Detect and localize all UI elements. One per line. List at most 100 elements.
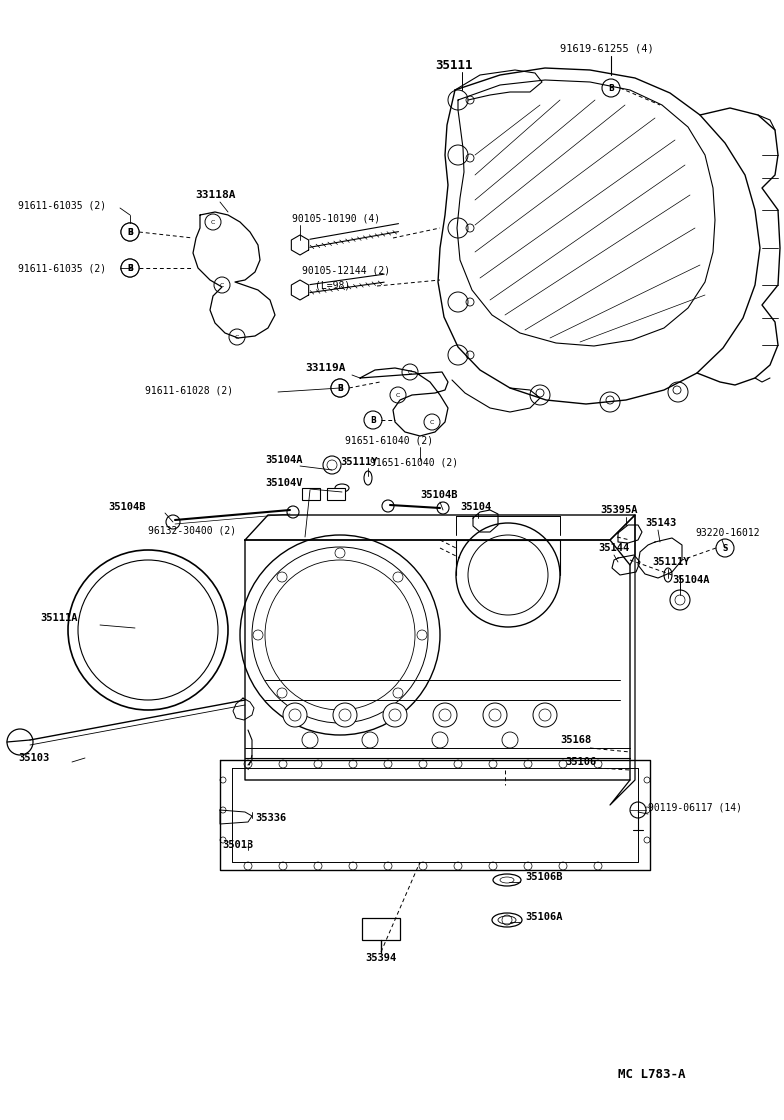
Circle shape — [424, 414, 440, 430]
Circle shape — [456, 523, 560, 627]
Text: C: C — [408, 370, 412, 374]
Text: 33118A: 33118A — [195, 190, 235, 200]
Text: B: B — [337, 383, 343, 392]
Circle shape — [448, 292, 468, 312]
Text: C: C — [396, 392, 400, 398]
Text: C: C — [235, 335, 239, 339]
Text: MC L783-A: MC L783-A — [618, 1068, 685, 1082]
Circle shape — [382, 500, 394, 512]
Circle shape — [68, 550, 228, 710]
Circle shape — [240, 535, 440, 735]
Text: 91619-61255 (4): 91619-61255 (4) — [560, 43, 654, 53]
Circle shape — [448, 144, 468, 165]
Circle shape — [530, 385, 550, 405]
FancyBboxPatch shape — [362, 918, 400, 940]
Circle shape — [121, 223, 139, 241]
Text: 35394: 35394 — [365, 953, 396, 963]
Text: 35103: 35103 — [18, 753, 49, 763]
Text: 93220-16012: 93220-16012 — [695, 528, 760, 538]
Text: 96132-30400 (2): 96132-30400 (2) — [148, 525, 236, 535]
Circle shape — [214, 277, 230, 293]
Text: 33119A: 33119A — [305, 363, 346, 373]
Text: 35104A: 35104A — [265, 455, 303, 465]
Circle shape — [502, 732, 518, 748]
Text: B: B — [608, 84, 614, 93]
Circle shape — [630, 802, 646, 818]
Text: 91611-61035 (2): 91611-61035 (2) — [18, 263, 106, 273]
Text: B: B — [127, 263, 132, 272]
Circle shape — [121, 259, 139, 277]
Circle shape — [468, 535, 548, 615]
Circle shape — [602, 80, 620, 97]
Circle shape — [302, 732, 318, 748]
Circle shape — [78, 560, 218, 700]
Text: 35111Y: 35111Y — [652, 557, 689, 567]
Circle shape — [670, 590, 690, 610]
Text: 91611-61028 (2): 91611-61028 (2) — [145, 385, 233, 395]
Circle shape — [252, 547, 428, 724]
Circle shape — [121, 223, 139, 241]
Text: 91611-61035 (2): 91611-61035 (2) — [18, 200, 106, 211]
Circle shape — [448, 218, 468, 239]
Text: B: B — [127, 263, 132, 272]
Text: B: B — [127, 227, 132, 236]
Circle shape — [448, 345, 468, 365]
Text: 35104B: 35104B — [108, 502, 146, 512]
Text: C: C — [220, 282, 224, 288]
Text: B: B — [370, 416, 376, 424]
Text: 90105-10190 (4): 90105-10190 (4) — [292, 213, 380, 223]
Circle shape — [229, 329, 245, 345]
Circle shape — [362, 732, 378, 748]
Circle shape — [364, 411, 382, 429]
Circle shape — [433, 703, 457, 727]
Circle shape — [283, 703, 307, 727]
Circle shape — [390, 388, 406, 403]
Text: 35144: 35144 — [598, 543, 630, 553]
Text: 90105-12144 (2): 90105-12144 (2) — [302, 265, 390, 276]
Text: 90119-06117 (14): 90119-06117 (14) — [648, 803, 742, 813]
Text: 35111Y: 35111Y — [340, 457, 378, 467]
Circle shape — [323, 456, 341, 474]
Circle shape — [331, 379, 349, 396]
Text: 91651-61040 (2): 91651-61040 (2) — [370, 457, 458, 467]
Circle shape — [716, 539, 734, 557]
Circle shape — [205, 214, 221, 230]
Circle shape — [600, 392, 620, 412]
Text: 35104V: 35104V — [265, 478, 303, 488]
Circle shape — [402, 364, 418, 380]
Text: 35106: 35106 — [565, 757, 597, 767]
Text: 91651-61040 (2): 91651-61040 (2) — [345, 435, 433, 445]
Circle shape — [448, 90, 468, 110]
Circle shape — [7, 729, 33, 755]
FancyBboxPatch shape — [327, 488, 345, 500]
Text: 35106B: 35106B — [525, 872, 562, 883]
Circle shape — [333, 703, 357, 727]
Circle shape — [287, 506, 299, 519]
Text: 35104B: 35104B — [420, 491, 458, 500]
Circle shape — [383, 703, 407, 727]
Text: 35111A: 35111A — [40, 613, 78, 623]
Circle shape — [483, 703, 507, 727]
Text: 35111: 35111 — [435, 58, 473, 72]
FancyBboxPatch shape — [302, 488, 320, 500]
Text: C: C — [211, 220, 215, 224]
Text: C: C — [430, 420, 434, 424]
Circle shape — [166, 515, 180, 529]
Text: B: B — [127, 227, 132, 236]
Text: 35106A: 35106A — [525, 912, 562, 922]
Text: 35336: 35336 — [255, 813, 286, 823]
Circle shape — [265, 560, 415, 710]
Circle shape — [432, 732, 448, 748]
Text: S: S — [722, 543, 728, 552]
Circle shape — [437, 502, 449, 514]
Text: (L=98): (L=98) — [315, 280, 350, 290]
Circle shape — [668, 382, 688, 402]
Text: 35395A: 35395A — [600, 505, 637, 515]
Circle shape — [533, 703, 557, 727]
Text: 35104: 35104 — [460, 502, 492, 512]
Text: 35143: 35143 — [645, 519, 677, 528]
Text: 35104A: 35104A — [672, 575, 710, 585]
Text: 35168: 35168 — [560, 735, 591, 745]
Text: 35013: 35013 — [222, 840, 253, 850]
Circle shape — [331, 379, 349, 396]
